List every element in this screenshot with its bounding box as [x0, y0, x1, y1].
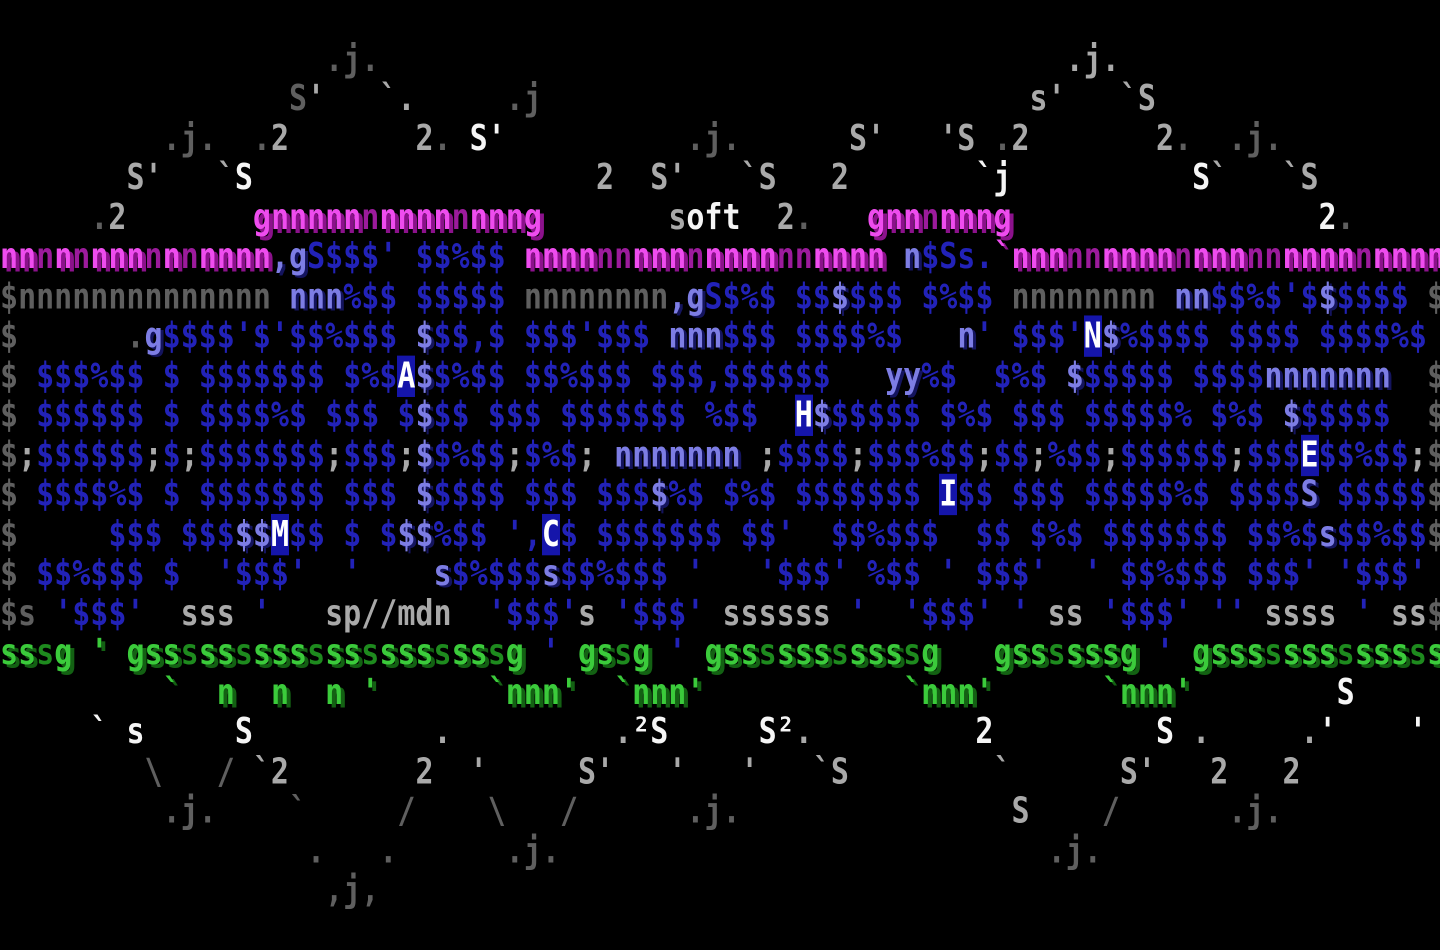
art-line: $ $$$$%$ $ $$$$$$$ $$$ $$$$$ $$$ $$$$%$ … — [0, 473, 1440, 516]
art-line: \ / `2 2 ' S' ' ' `S ` S' 2 2 — [144, 750, 1301, 793]
art-line: $ .g$$$$'$'$$%$$$ $$$,$ $$$'$$$ nnn$$$ $… — [0, 315, 1427, 357]
art-line: .j. .j. — [325, 38, 1120, 80]
art-line — [0, 910, 1440, 950]
art-line: .j. .2 2. S' .j. S' 'S .2 2. .j. — [162, 117, 1283, 159]
art-line: S' `. .j s' `S — [288, 77, 1156, 120]
art-line: S' `S 2 S' `S 2 `j S` `S — [126, 157, 1319, 199]
art-line: ` n n n ' `nnn' `nnn' `nnn' `nnn' S — [162, 671, 1355, 714]
art-line: $nnnnnnnnnnnnnn nnn%$$ $$$$$ nnnnnnnn,gS… — [0, 275, 1440, 318]
art-line: ` s S . .²S S². 2 S . .' ' — [90, 711, 1427, 753]
art-line: $ $$$$$$ $ $$$$%$ $$$ $$$$ $$$ $$$$$$$ %… — [0, 394, 1440, 436]
art-line: $;$$$$$$;$;$$$$$$$;$$$;$$%$$;$%$; nnnnnn… — [0, 434, 1440, 476]
art-line: ,j, — [325, 869, 380, 911]
art-line: $ $$%$$$ $ '$$$' ' s$%$$$s$$%$$$ ' '$$$'… — [0, 552, 1427, 595]
art-line: $ $$$ $$$$$M$$ $ $$$%$$ ',C$ $$$$$$$ $$'… — [0, 513, 1440, 555]
art-line: sssg ' gssssssssssssssssssssg ' gssg ' g… — [0, 632, 1440, 674]
art-line: .j. ` / \ / .j. S / .j. — [162, 790, 1283, 832]
art-line: $s '$$$' sss ' sp//mdn '$$$'s '$$$' ssss… — [0, 592, 1440, 634]
art-line: nnnnnnnnnnnnnnn,gS$$$' $$%$$ nnnnnnnnnnn… — [0, 236, 1440, 278]
art-line — [0, 0, 1440, 40]
art-line: . . .j. .j. — [307, 830, 1102, 872]
art-line: .2 gnnnnnnnnnnnnnng soft 2. gnnnnnng 2. — [90, 196, 1355, 239]
art-line: $ $$$%$$ $ $$$$$$$ $%$A$$%$$ $$%$$$ $$$,… — [0, 355, 1440, 397]
